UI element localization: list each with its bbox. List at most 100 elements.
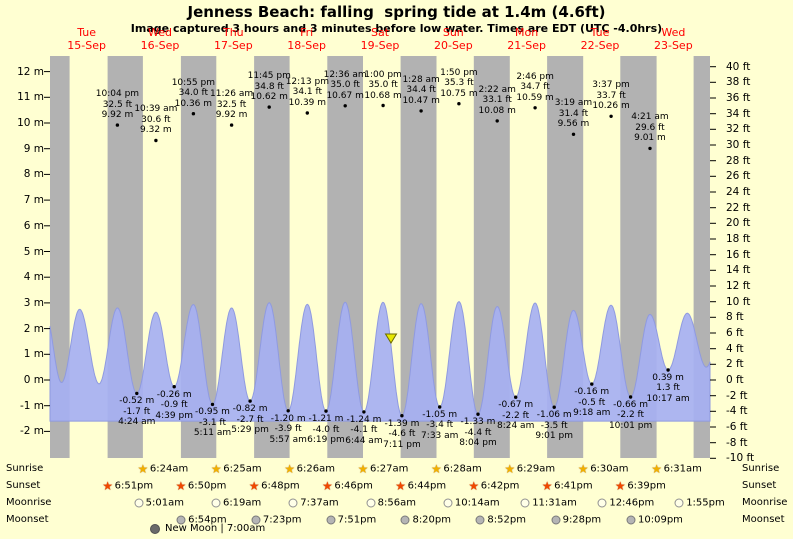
day-label-line: Wed <box>148 26 172 39</box>
right-axis-label: 38 ft <box>726 76 751 89</box>
low-tide-dot <box>590 382 594 386</box>
right-axis-label: 36 ft <box>726 91 751 104</box>
left-axis-label: -1 m <box>19 399 44 412</box>
high-tide-annotation-line: 1:50 pm <box>440 67 478 78</box>
sunrise-time: 6:28am <box>443 463 482 475</box>
left-axis-label: 5 m <box>23 245 44 258</box>
low-tide-annotation-line: -1.24 m <box>346 414 382 425</box>
low-tide-annotation-line: -0.82 m <box>232 404 268 415</box>
high-tide-annotation-line: 34.0 ft <box>178 88 209 99</box>
high-tide-annotation-line: 33.7 ft <box>596 90 626 101</box>
low-tide-annotation: -1.05 m -3.4 ft 7:33 am <box>421 410 458 442</box>
moonset-icon <box>400 515 410 525</box>
high-tide-dot <box>115 123 120 127</box>
high-tide-annotation-line: 34.7 ft <box>520 82 550 93</box>
low-tide-annotation-line: -0.66 m <box>613 399 649 410</box>
low-tide-annotation-line: -1.05 m <box>422 409 458 420</box>
moonrise-icon <box>134 498 144 508</box>
right-axis-label: 4 ft <box>726 342 744 355</box>
day-label: Sat 19-Sep <box>361 26 400 52</box>
low-tide-annotation-line: 4:39 pm <box>155 410 193 421</box>
moonrise-time: 10:14am <box>454 497 500 509</box>
high-tide-annotation-line: 10.59 m <box>516 92 554 103</box>
low-tide-annotation-line: 9:01 pm <box>535 431 573 442</box>
low-tide-annotation-line: -4.1 ft <box>350 425 378 436</box>
low-tide-annotation-line: 1.3 ft <box>656 383 680 394</box>
right-axis-label: -6 ft <box>726 421 748 433</box>
high-tide-annotation-line: 10.08 m <box>478 105 516 116</box>
low-tide-annotation: -0.26 m -0.9 ft 4:39 pm <box>155 390 193 422</box>
high-tide-dot <box>648 146 652 151</box>
low-tide-annotation-line: -4.4 ft <box>464 427 492 438</box>
low-tide-annotation-line: 6:44 am <box>345 435 383 446</box>
day-label: Mon 21-Sep <box>507 26 546 52</box>
low-tide-annotation: -1.21 m -4.0 ft 6:19 pm <box>307 414 345 446</box>
sunrise-time: 6:26am <box>296 463 335 475</box>
day-label: Tue 22-Sep <box>581 26 620 52</box>
high-tide-annotation: 3:37 pm 33.7 ft 10.26 m <box>592 80 630 112</box>
high-tide-annotation-line: 12:13 pm <box>285 76 329 87</box>
high-tide-annotation-line: 11:45 pm <box>247 71 291 82</box>
low-tide-annotation: -1.06 m -3.5 ft 9:01 pm <box>535 410 573 442</box>
sunset-icon: ★ <box>468 479 480 493</box>
moonset-time: 7:51pm <box>337 514 377 526</box>
moonrise-time: 1:55pm <box>686 497 725 509</box>
current-tide-marker <box>384 333 398 344</box>
low-tide-annotation-line: 9:18 am <box>573 408 611 419</box>
right-axis-label: 6 ft <box>726 326 744 339</box>
low-tide-annotation-line: -2.7 ft <box>236 414 264 425</box>
day-label: Fri 18-Sep <box>287 26 326 52</box>
high-tide-annotation-line: 9.01 m <box>634 133 666 144</box>
day-label-line: Mon <box>515 26 539 39</box>
high-tide-annotation-line: 11:26 am <box>210 89 254 100</box>
low-tide-annotation: -1.33 m -4.4 ft 8:04 pm <box>459 417 497 449</box>
left-axis-label: 7 m <box>23 194 44 207</box>
low-tide-annotation-line: 5:29 pm <box>231 425 269 436</box>
sunset-time: 6:46pm <box>334 480 373 492</box>
moonrise-icon <box>520 498 530 508</box>
left-axis-label: 11 m <box>17 91 44 104</box>
right-axis-label: 32 ft <box>726 123 751 136</box>
left-axis-label: 0 m <box>23 374 44 386</box>
day-label-line: Tue <box>590 26 610 39</box>
high-tide-annotation-line: 10.68 m <box>364 90 402 101</box>
low-tide-annotation-line: 5:57 am <box>269 434 307 445</box>
high-tide-annotation-line: 34.1 ft <box>292 87 323 98</box>
moonrise-time: 6:19am <box>222 497 262 509</box>
day-label: Wed 23-Sep <box>654 26 693 52</box>
left-axis-label: 3 m <box>23 296 44 309</box>
right-axis-label: -2 ft <box>726 389 748 402</box>
moonset-icon <box>326 515 336 525</box>
high-tide-annotation-line: 32.5 ft <box>102 99 133 110</box>
low-tide-annotation-line: -1.7 ft <box>123 406 151 417</box>
high-tide-dot <box>495 119 499 123</box>
day-label-line: Sun <box>442 26 464 39</box>
sunset-icon: ★ <box>175 479 187 493</box>
day-label: Wed 16-Sep <box>141 26 180 52</box>
new-moon-label: New Moon | 7:00am <box>165 523 266 534</box>
high-tide-annotation-line: 10.62 m <box>250 92 288 103</box>
high-tide-annotation-line: 10.75 m <box>440 88 478 99</box>
high-tide-annotation: 1:28 am 34.4 ft 10.47 m <box>402 75 439 107</box>
high-tide-annotation-line: 35.0 ft <box>368 80 398 91</box>
sunrise-time: 6:31am <box>663 463 702 475</box>
sunset-time: 6:41pm <box>554 480 593 492</box>
moonset-icon <box>176 515 186 525</box>
low-tide-dot <box>248 399 252 403</box>
high-tide-annotation-line: 3:19 am <box>554 98 593 109</box>
low-tide-annotation-line: 7:33 am <box>421 430 459 441</box>
high-tide-annotation-line: 1:00 pm <box>364 69 402 80</box>
day-label-line: 18-Sep <box>287 39 327 52</box>
high-tide-annotation: 2:46 pm 34.7 ft 10.59 m <box>516 72 554 104</box>
right-axis-label: 0 ft <box>726 374 744 386</box>
sunset-time: 6:39pm <box>627 480 666 492</box>
low-tide-annotation-line: -0.26 m <box>156 389 192 400</box>
day-label-line: Sat <box>370 26 390 39</box>
page-title: Jenness Beach: falling spring tide at 1.… <box>187 3 606 21</box>
moonrise-time: 12:46pm <box>609 497 655 509</box>
low-tide-dot <box>362 410 366 414</box>
high-tide-annotation: 10:55 pm 34.0 ft 10.36 m <box>172 78 215 110</box>
sunset-icon: ★ <box>541 479 553 493</box>
high-tide-annotation-line: 10:39 am <box>134 104 178 115</box>
